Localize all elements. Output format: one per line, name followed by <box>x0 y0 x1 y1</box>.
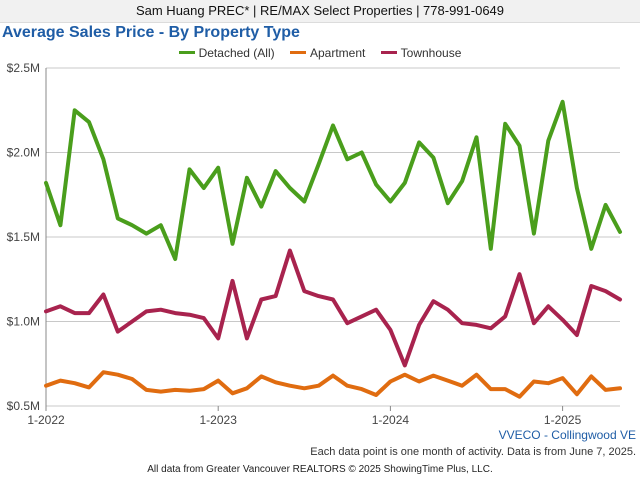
series-line-townhouse <box>44 248 622 368</box>
legend-swatch-apartment <box>289 51 306 55</box>
legend-label-detached: Detached (All) <box>198 46 275 60</box>
x-tick-label: 1-2023 <box>200 413 238 427</box>
header-banner: Sam Huang PREC* | RE/MAX Select Properti… <box>0 0 640 23</box>
y-tick-label: $1.0M <box>7 315 40 329</box>
legend-item-apartment[interactable]: Apartment <box>289 46 366 60</box>
x-tick-label: 1-2024 <box>372 413 410 427</box>
region-label: VVECO - Collingwood VE <box>498 428 636 442</box>
legend-label-townhouse: Townhouse <box>400 46 462 60</box>
chart-title: Average Sales Price - By Property Type <box>2 24 300 41</box>
y-tick-label: $0.5M <box>7 399 40 413</box>
series-line-detached-all <box>44 99 622 261</box>
y-tick-label: $1.5M <box>7 230 40 244</box>
legend-label-apartment: Apartment <box>309 46 366 60</box>
data-note: Each data point is one month of activity… <box>310 446 636 458</box>
legend-item-detached[interactable]: Detached (All) <box>178 46 275 60</box>
x-tick-label: 1-2025 <box>544 413 582 427</box>
legend-item-townhouse[interactable]: Townhouse <box>380 46 462 60</box>
legend-swatch-detached <box>178 51 195 55</box>
legend-swatch-townhouse <box>380 51 397 55</box>
copyright-footer: All data from Greater Vancouver REALTORS… <box>147 464 493 475</box>
legend: Detached (All) Apartment Townhouse <box>0 46 640 60</box>
y-tick-label: $2.5M <box>7 61 40 75</box>
y-tick-label: $2.0M <box>7 146 40 160</box>
series-line-apartment <box>44 370 622 399</box>
x-tick-label: 1-2022 <box>27 413 65 427</box>
